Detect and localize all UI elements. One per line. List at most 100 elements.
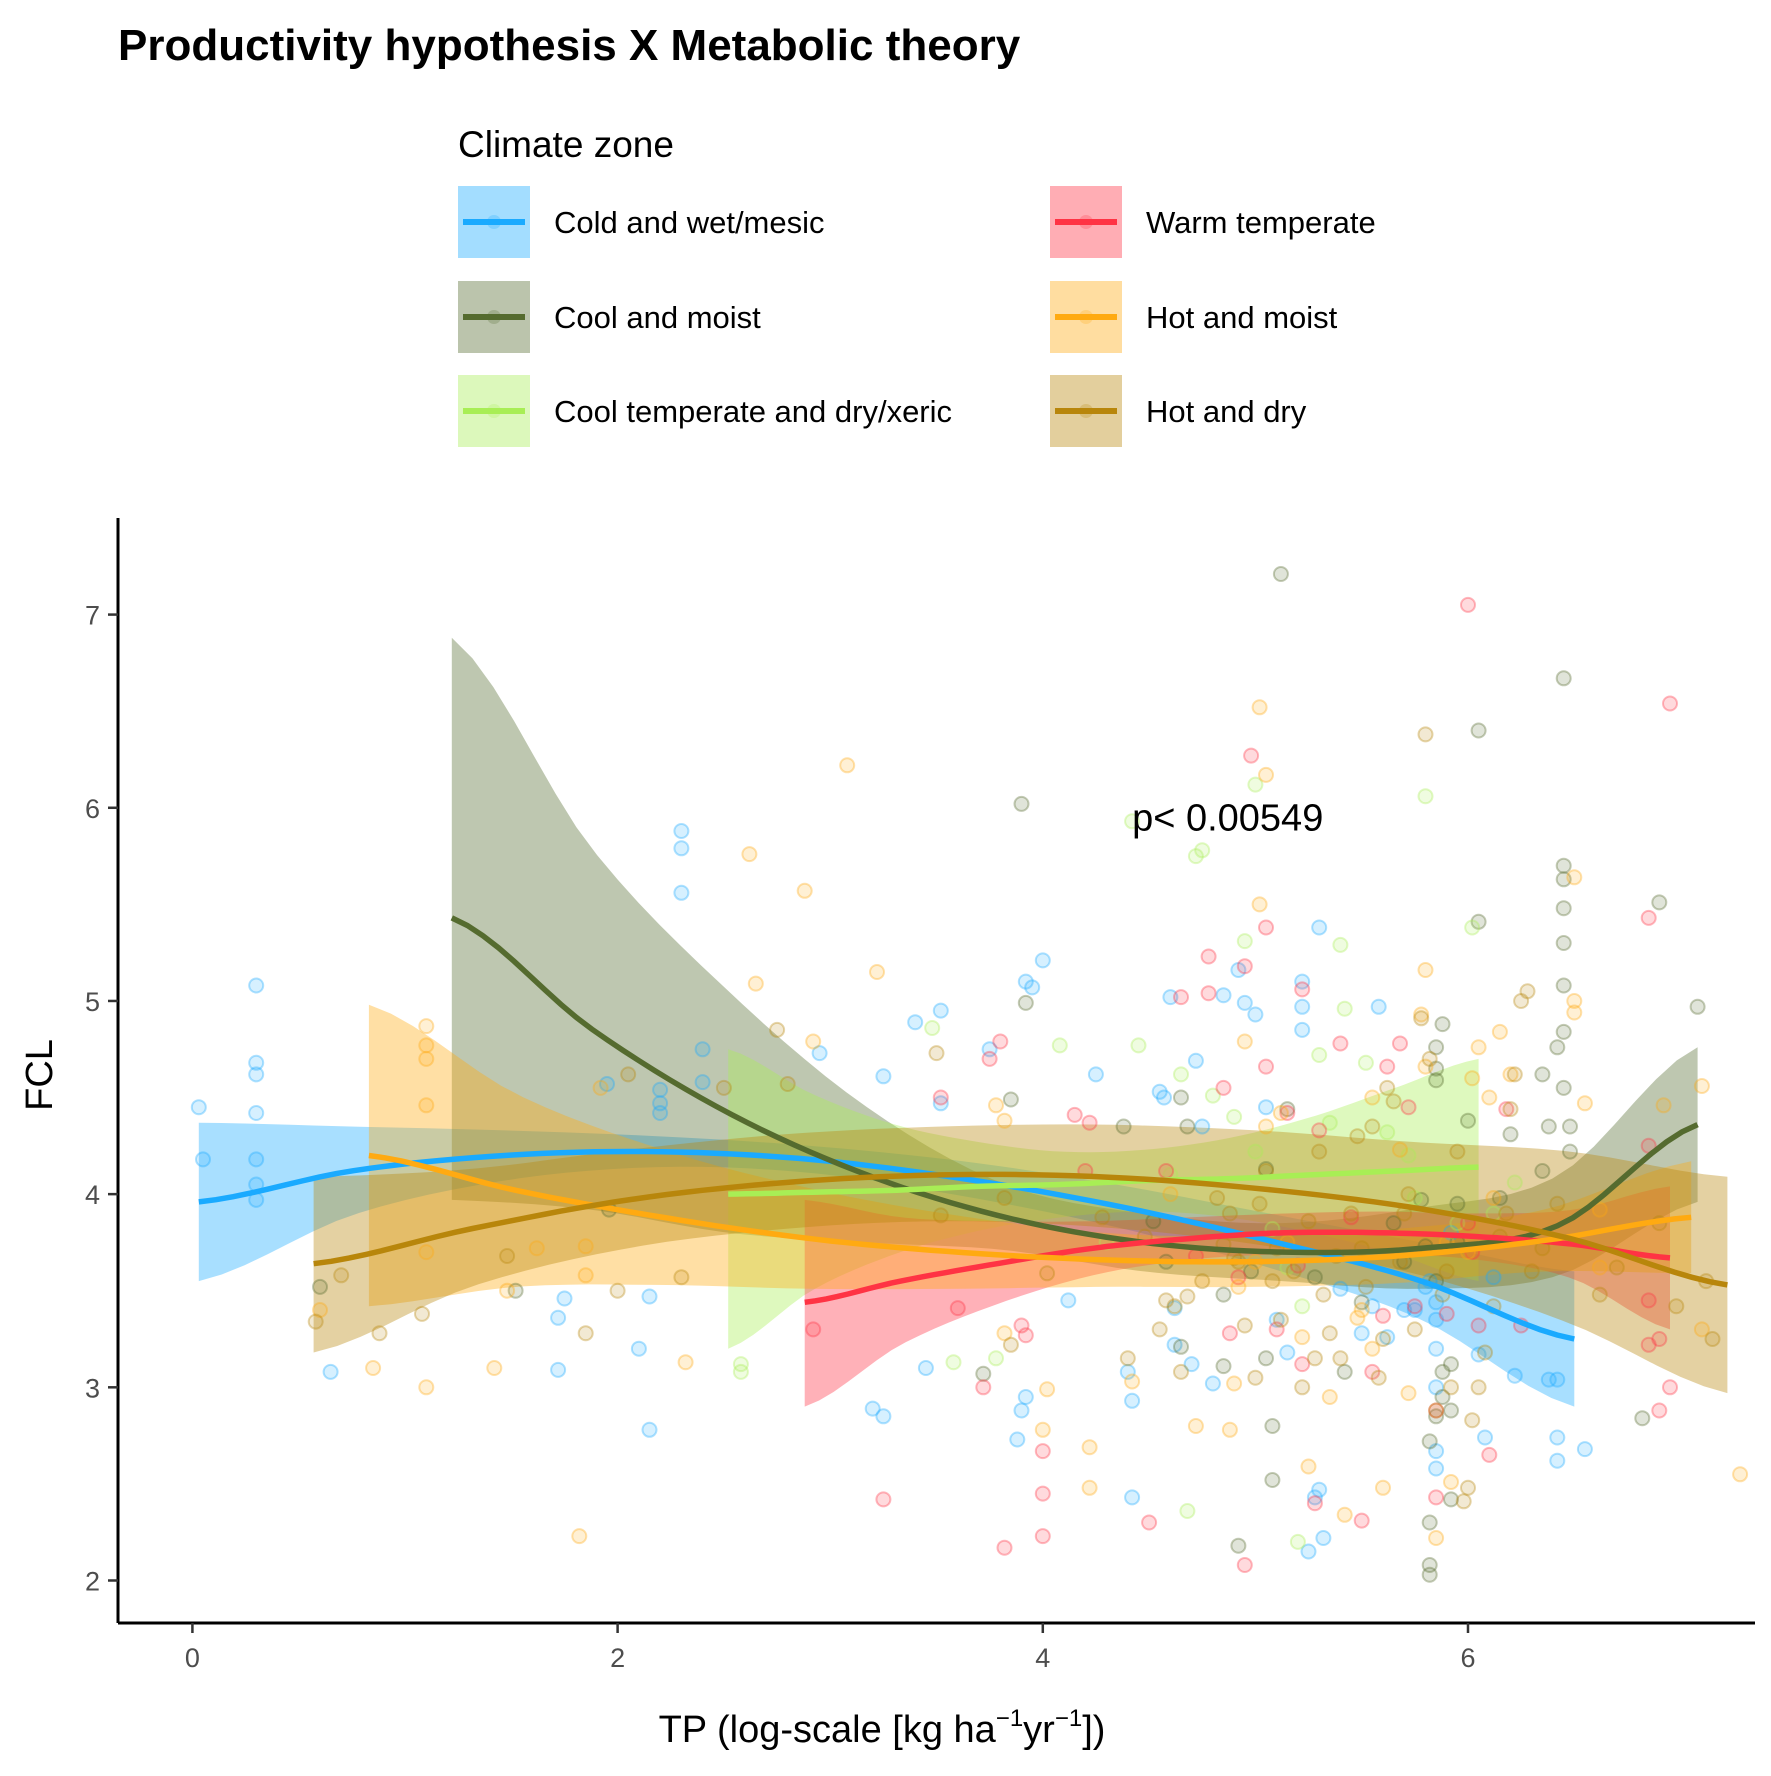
point-cold-and-wet-mesic	[652, 1095, 669, 1112]
point-cool-temperate-and-dry-xeric	[1336, 1000, 1353, 1017]
point-warm-temperate	[1470, 1317, 1487, 1334]
point-hot-and-dry	[1421, 1050, 1438, 1067]
point-cool-and-moist	[1173, 1338, 1189, 1355]
point-cool-temperate-and-dry-xeric	[1311, 1047, 1328, 1063]
point-hot-and-dry	[1300, 1213, 1317, 1230]
point-cold-and-wet-mesic	[1034, 952, 1051, 969]
point-cool-temperate-and-dry-xeric	[1506, 1174, 1523, 1191]
point-cool-and-moist	[1555, 857, 1572, 874]
point-hot-and-moist	[418, 1244, 435, 1261]
point-cold-and-wet-mesic	[248, 1054, 265, 1071]
point-hot-and-moist	[1655, 1097, 1672, 1114]
point-cold-and-wet-mesic	[1024, 979, 1041, 996]
point-cool-and-moist	[1562, 1118, 1578, 1135]
point-hot-and-dry	[1272, 1311, 1289, 1328]
point-cold-and-wet-mesic	[1396, 1302, 1413, 1318]
legend-label: Cool temperate and dry/xeric	[554, 394, 952, 429]
point-hot-and-dry	[1502, 1101, 1519, 1118]
point-hot-and-moist	[1566, 869, 1583, 886]
point-warm-temperate	[1379, 1058, 1396, 1075]
point-hot-and-dry	[1357, 1278, 1374, 1295]
point-cool-and-moist	[1230, 1537, 1247, 1554]
point-hot-and-moist	[1693, 1078, 1710, 1094]
point-hot-and-moist	[1481, 1089, 1498, 1106]
point-hot-and-moist	[1591, 1201, 1608, 1218]
point-cold-and-wet-mesic	[550, 1361, 567, 1378]
point-warm-temperate	[996, 1539, 1013, 1556]
point-cool-and-moist	[1215, 1286, 1232, 1303]
point-cold-and-wet-mesic	[1279, 1344, 1296, 1361]
point-hot-and-dry	[1513, 993, 1530, 1009]
point-warm-temperate	[1221, 1325, 1238, 1342]
point-cool-and-moist	[1017, 994, 1034, 1011]
point-hot-and-moist	[418, 1018, 435, 1035]
point-cool-and-moist	[1013, 795, 1030, 812]
point-cool-temperate-and-dry-xeric	[1464, 919, 1481, 936]
point-hot-and-dry	[1519, 983, 1536, 1000]
point-warm-temperate	[1332, 1035, 1349, 1052]
point-hot-and-moist	[1081, 1479, 1098, 1496]
point-hot-and-moist	[1464, 1070, 1481, 1087]
point-cold-and-wet-mesic	[322, 1363, 339, 1380]
point-warm-temperate	[1294, 1356, 1311, 1373]
point-hot-and-moist	[418, 1379, 435, 1396]
point-cool-and-moist	[1555, 670, 1572, 687]
point-hot-and-moist	[1321, 1389, 1338, 1405]
point-hot-and-moist	[571, 1528, 588, 1545]
point-cool-and-moist	[1443, 1402, 1459, 1419]
point-cool-and-moist	[1179, 1118, 1196, 1135]
point-warm-temperate	[1662, 695, 1678, 712]
y-tick-label: 6	[85, 794, 100, 824]
point-warm-temperate	[1268, 1321, 1285, 1338]
point-hot-and-moist	[499, 1282, 516, 1299]
point-hot-and-dry	[1455, 1493, 1472, 1510]
point-hot-and-dry	[1417, 726, 1434, 743]
point-hot-and-dry	[1591, 1286, 1608, 1303]
point-hot-and-dry	[414, 1305, 430, 1322]
point-hot-and-moist	[1364, 1340, 1381, 1357]
point-cool-temperate-and-dry-xeric	[1321, 1114, 1338, 1131]
point-cool-and-moist	[1434, 1363, 1451, 1380]
point-cold-and-wet-mesic	[875, 1068, 892, 1085]
point-hot-and-dry	[1608, 1259, 1625, 1276]
point-cold-and-wet-mesic	[1294, 998, 1311, 1015]
point-warm-temperate	[1243, 747, 1260, 764]
point-cool-and-moist	[1555, 935, 1572, 951]
point-cold-and-wet-mesic	[1268, 1311, 1285, 1328]
point-hot-and-dry	[1002, 1336, 1019, 1353]
y-axis-ticks: 2 3 4 5 6 7	[85, 601, 118, 1597]
point-hot-and-dry	[609, 1282, 626, 1299]
point-cool-temperate-and-dry-xeric	[1226, 1108, 1243, 1125]
point-cool-and-moist	[1421, 1566, 1438, 1583]
point-cool-temperate-and-dry-xeric	[1236, 933, 1253, 950]
point-warm-temperate	[1236, 1557, 1253, 1573]
point-warm-temperate	[1353, 1512, 1370, 1529]
point-cool-and-moist	[1264, 1472, 1281, 1488]
point-hot-and-moist	[1349, 1309, 1366, 1326]
point-warm-temperate	[1158, 1163, 1175, 1179]
point-hot-and-moist	[747, 975, 764, 992]
point-cool-and-moist	[1443, 1356, 1459, 1373]
point-hot-and-moist	[1392, 1141, 1408, 1158]
point-hot-and-dry	[1364, 1118, 1381, 1135]
point-cool-temperate-and-dry-xeric	[1194, 842, 1211, 859]
point-cool-and-moist	[1634, 1410, 1651, 1427]
plot-area	[190, 566, 1749, 1583]
point-cool-and-moist	[1428, 1060, 1445, 1077]
legend-label: Hot and moist	[1146, 300, 1338, 335]
point-hot-and-dry	[1385, 1093, 1402, 1110]
x-tick-label: 0	[185, 1643, 200, 1673]
point-hot-and-dry	[996, 1190, 1013, 1206]
point-warm-temperate	[975, 1379, 992, 1396]
point-cold-and-wet-mesic	[652, 1105, 669, 1121]
point-cool-and-moist	[1555, 871, 1572, 888]
point-cold-and-wet-mesic	[1230, 962, 1247, 978]
point-hot-and-moist	[1591, 1259, 1608, 1276]
point-cold-and-wet-mesic	[1370, 998, 1387, 1015]
point-cool-and-moist	[1279, 1101, 1296, 1118]
point-hot-and-dry	[1236, 1317, 1253, 1334]
point-warm-temperate	[1364, 1363, 1381, 1380]
fit-line-cool-and-moist	[450, 915, 1699, 1256]
y-tick-label: 5	[85, 987, 100, 1017]
